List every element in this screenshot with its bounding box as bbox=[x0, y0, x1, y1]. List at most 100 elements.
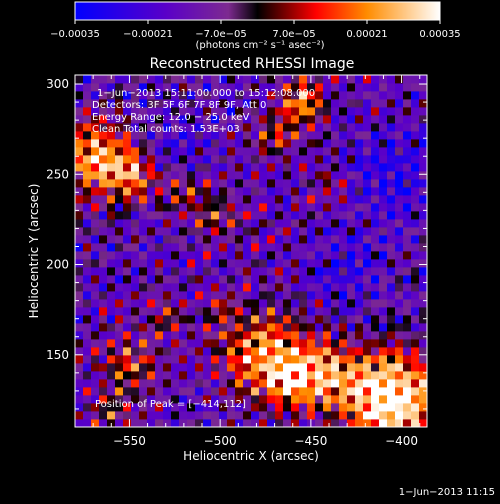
heatmap-cell bbox=[131, 331, 140, 340]
heatmap-cell bbox=[163, 299, 172, 308]
heatmap-cell bbox=[131, 299, 140, 308]
heatmap-cell bbox=[179, 355, 188, 364]
heatmap-cell bbox=[315, 355, 324, 364]
heatmap-cell bbox=[299, 299, 308, 308]
heatmap-cell bbox=[355, 419, 364, 428]
heatmap-cell bbox=[371, 419, 380, 428]
heatmap-cell bbox=[379, 147, 388, 156]
heatmap-cell bbox=[419, 315, 428, 324]
heatmap-cell bbox=[363, 91, 372, 100]
heatmap-cell bbox=[243, 331, 252, 340]
heatmap-cell bbox=[323, 163, 332, 172]
heatmap-cell bbox=[347, 203, 356, 212]
heatmap-cell bbox=[347, 347, 356, 356]
heatmap-cell bbox=[195, 219, 204, 228]
heatmap-cell bbox=[131, 355, 140, 364]
heatmap-cell bbox=[131, 211, 140, 220]
heatmap-cell bbox=[195, 179, 204, 188]
heatmap-cell bbox=[315, 403, 324, 412]
heatmap-cell bbox=[307, 387, 316, 396]
heatmap-cell bbox=[91, 363, 100, 372]
heatmap-cell bbox=[411, 139, 420, 148]
heatmap-cell bbox=[91, 339, 100, 348]
heatmap-cell bbox=[419, 291, 428, 300]
heatmap-cell bbox=[371, 147, 380, 156]
heatmap-cell bbox=[211, 339, 220, 348]
heatmap-cell bbox=[379, 171, 388, 180]
heatmap-cell bbox=[371, 203, 380, 212]
plot-frame bbox=[74, 74, 428, 428]
heatmap-cell bbox=[387, 107, 396, 116]
heatmap-cell bbox=[75, 219, 84, 228]
heatmap-cell bbox=[219, 339, 228, 348]
heatmap-cell bbox=[275, 275, 284, 284]
heatmap-cell bbox=[403, 147, 412, 156]
heatmap-cell bbox=[251, 363, 260, 372]
heatmap-cell bbox=[219, 347, 228, 356]
heatmap-cell bbox=[355, 163, 364, 172]
heatmap-cell bbox=[331, 347, 340, 356]
heatmap-cell bbox=[323, 91, 332, 100]
heatmap-cell bbox=[227, 347, 236, 356]
heatmap-cell bbox=[299, 379, 308, 388]
heatmap-cell bbox=[291, 259, 300, 268]
heatmap-cell bbox=[299, 211, 308, 220]
heatmap-cell bbox=[155, 235, 164, 244]
heatmap-cell bbox=[403, 219, 412, 228]
heatmap-cell bbox=[267, 403, 276, 412]
heatmap-cell bbox=[411, 83, 420, 92]
heatmap-cell bbox=[339, 379, 348, 388]
heatmap-cell bbox=[139, 131, 148, 140]
heatmap-cell bbox=[379, 403, 388, 412]
heatmap-cell bbox=[371, 155, 380, 164]
heatmap-cell bbox=[307, 187, 316, 196]
heatmap-cell bbox=[83, 363, 92, 372]
heatmap-cell bbox=[163, 307, 172, 316]
heatmap-cell bbox=[387, 155, 396, 164]
heatmap-cell bbox=[131, 411, 140, 420]
heatmap-cell bbox=[99, 131, 108, 140]
heatmap-cell bbox=[75, 195, 84, 204]
heatmap-cell bbox=[115, 227, 124, 236]
heatmap-cell bbox=[339, 315, 348, 324]
heatmap-cell bbox=[243, 171, 252, 180]
heatmap-cell bbox=[83, 387, 92, 396]
heatmap-cell bbox=[395, 123, 404, 132]
heatmap-cell bbox=[395, 411, 404, 420]
heatmap-cell bbox=[323, 363, 332, 372]
heatmap-cell bbox=[339, 339, 348, 348]
heatmap-cell bbox=[275, 387, 284, 396]
heatmap-cell bbox=[403, 307, 412, 316]
heatmap-cell bbox=[307, 291, 316, 300]
heatmap-cell bbox=[331, 371, 340, 380]
heatmap-cell bbox=[235, 187, 244, 196]
heatmap-cell bbox=[355, 363, 364, 372]
heatmap-cell bbox=[195, 355, 204, 364]
heatmap-cell bbox=[211, 139, 220, 148]
heatmap-cell bbox=[75, 187, 84, 196]
heatmap-cell bbox=[355, 307, 364, 316]
heatmap-cell bbox=[347, 115, 356, 124]
heatmap-cell bbox=[187, 307, 196, 316]
heatmap-cell bbox=[347, 315, 356, 324]
heatmap-cell bbox=[211, 395, 220, 404]
heatmap-cell bbox=[307, 395, 316, 404]
colorbar-tick-label: −7.0e−05 bbox=[195, 29, 247, 40]
heatmap-cell bbox=[99, 243, 108, 252]
heatmap-cell bbox=[115, 235, 124, 244]
heatmap-cell bbox=[339, 363, 348, 372]
heatmap-cell bbox=[83, 267, 92, 276]
heatmap-cell bbox=[363, 83, 372, 92]
heatmap-cell bbox=[339, 243, 348, 252]
heatmap-cell bbox=[75, 139, 84, 148]
heatmap-cell bbox=[347, 219, 356, 228]
heatmap-cell bbox=[299, 283, 308, 292]
heatmap-cell bbox=[211, 235, 220, 244]
heatmap-cell bbox=[267, 227, 276, 236]
heatmap-cell bbox=[83, 275, 92, 284]
heatmap-cell bbox=[387, 299, 396, 308]
heatmap-cell bbox=[123, 123, 132, 132]
heatmap-cell bbox=[171, 83, 180, 92]
heatmap-cell bbox=[203, 147, 212, 156]
heatmap-cell bbox=[363, 219, 372, 228]
